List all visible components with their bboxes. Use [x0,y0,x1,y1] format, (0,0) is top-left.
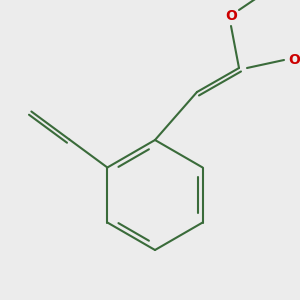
Text: O: O [288,53,300,67]
Text: O: O [225,9,237,23]
